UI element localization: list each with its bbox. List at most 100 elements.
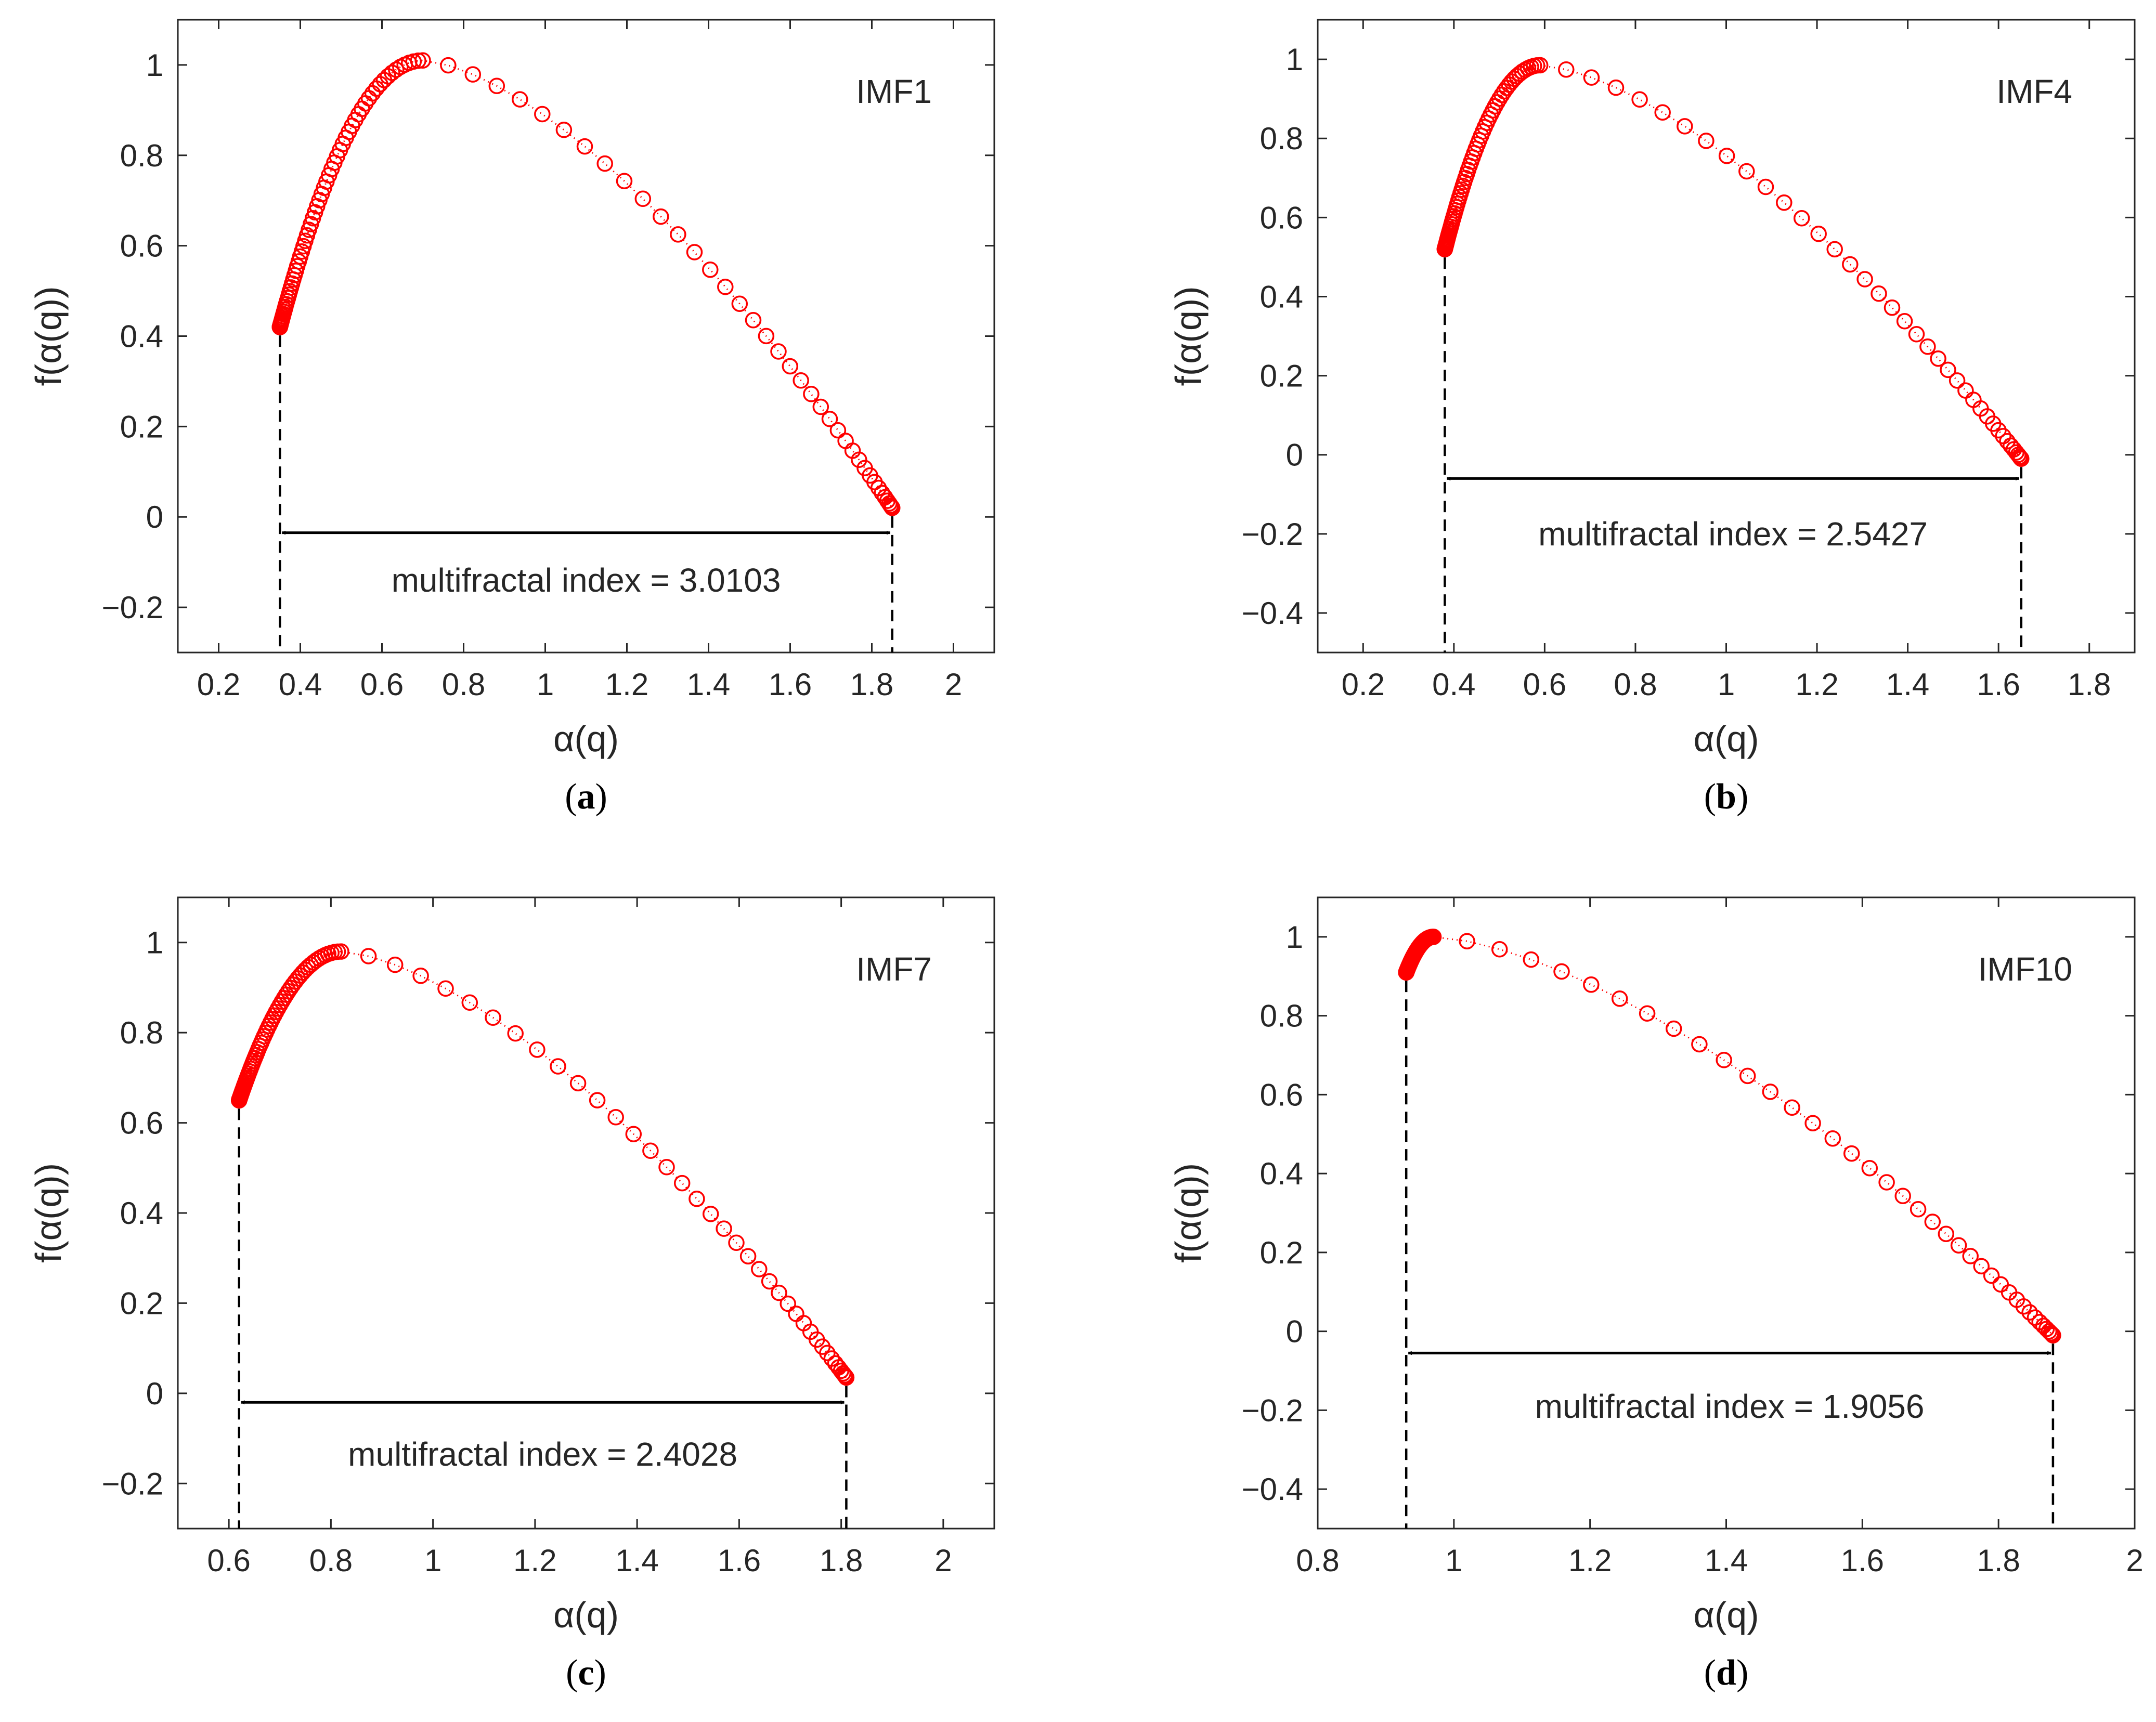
data-point (569, 1075, 587, 1092)
data-point (751, 1261, 768, 1277)
data-point (1940, 361, 1956, 379)
data-point (1938, 1225, 1955, 1242)
data-point (803, 386, 820, 402)
legend-label: IMF1 (856, 73, 932, 110)
data-point (745, 312, 762, 329)
data-point (1716, 1052, 1732, 1068)
data-point (360, 948, 377, 964)
y-tick-label: −0.2 (102, 590, 163, 625)
y-tick-label: 0 (1286, 438, 1303, 473)
data-point (728, 1234, 745, 1251)
panel-b: 0.2 0.4 0.6 0.8 1 1.2 1.4 1.6 1.8 −0.4 −0.2 0 0.2 0.4… (1168, 19, 2136, 817)
data-point (717, 279, 734, 295)
data-point (1804, 1115, 1821, 1131)
y-tick-label: 0.2 (1260, 359, 1303, 394)
x-axis-label: α(q) (1693, 719, 1759, 759)
data-point (410, 53, 426, 69)
data-point (1611, 990, 1628, 1007)
data-point (360, 90, 378, 107)
data-point (1654, 104, 1671, 121)
data-point (689, 1190, 705, 1207)
data-point (716, 1220, 732, 1237)
data-point (1698, 133, 1715, 149)
data-point (440, 57, 457, 74)
multifractal-index-annotation: multifractal index = 1.9056 (1535, 1388, 1925, 1425)
x-tick-label: 1.4 (1886, 667, 1929, 702)
data-point (1878, 1174, 1895, 1191)
y-tick-label: 0.8 (120, 1015, 163, 1050)
x-tick-label: 1.2 (1795, 667, 1838, 702)
data-point (507, 1025, 524, 1042)
data-point (2027, 1309, 2044, 1326)
legend-label: IMF7 (856, 950, 932, 988)
y-axis-label: f(α(q)) (1168, 286, 1209, 386)
data-point (384, 64, 400, 81)
data-point (819, 1345, 836, 1362)
data-point (670, 226, 686, 243)
data-point (780, 1295, 796, 1312)
x-tick-label: 1.8 (850, 667, 893, 702)
data-point (642, 1142, 659, 1159)
y-tick-label: 1 (146, 925, 163, 960)
data-point (1531, 57, 1549, 74)
data-point (1718, 148, 1735, 164)
data-point (512, 91, 528, 108)
data-point (1739, 1067, 1756, 1085)
series-IMF1 (271, 52, 901, 516)
data-point (658, 1159, 675, 1176)
data-point (1884, 299, 1901, 316)
data-point (2045, 1327, 2061, 1343)
data-point (1992, 1276, 2009, 1293)
data-point (488, 77, 505, 95)
data-point (1973, 1258, 1990, 1275)
y-axis-label: f(α(q)) (28, 286, 69, 386)
y-tick-label: −0.2 (1242, 517, 1303, 552)
panel-c: 0.6 0.8 1 1.2 1.4 1.6 1.8 2 −0.2 0 0.2 0.4 0.6 0.8 1 α(… (28, 896, 995, 1693)
data-point (835, 1365, 852, 1382)
data-point (1793, 210, 1810, 227)
data-point (437, 980, 454, 997)
data-point (1924, 1214, 1941, 1230)
data-point (1856, 271, 1873, 288)
data-point (788, 1306, 804, 1322)
data-point (793, 372, 809, 389)
data-point (1910, 1201, 1927, 1218)
y-tick-label: 0.8 (1260, 121, 1303, 156)
data-point (1908, 326, 1925, 343)
y-tick-label: 0.4 (120, 1196, 163, 1231)
data-point (589, 1092, 606, 1108)
data-point (829, 422, 847, 439)
series-IMF4 (1436, 57, 2030, 467)
caption-paren-close: ) (595, 777, 607, 817)
data-point (461, 994, 478, 1011)
y-tick-label: 0 (146, 1376, 163, 1411)
data-point (1553, 963, 1570, 980)
data-point (1558, 61, 1575, 78)
data-point (534, 106, 551, 123)
panel-caption: (b) (1704, 777, 1749, 817)
x-tick-label: 0.6 (360, 667, 404, 702)
data-point (412, 968, 429, 984)
data-point (1930, 350, 1946, 367)
data-point (1824, 1130, 1841, 1147)
x-tick-label: 1 (537, 667, 554, 702)
x-tick-label: 1.8 (2068, 667, 2111, 702)
data-point (1665, 1020, 1682, 1037)
legend-label: IMF4 (1996, 73, 2072, 110)
data-point (368, 80, 385, 97)
y-tick-label: 0 (146, 500, 163, 534)
panels: 0.2 0.4 0.6 0.8 1 1.2 1.4 1.6 1.8 2−0.200.20.40.6… (28, 19, 2144, 1693)
panel-caption: (a) (565, 777, 607, 817)
data-point (1691, 1036, 1708, 1053)
plot-area (177, 19, 995, 654)
x-tick-label: 1.8 (1977, 1543, 2020, 1578)
data-point (758, 328, 775, 345)
caption-paren-close: ) (1736, 1653, 1748, 1693)
x-tick-label: 2 (945, 667, 962, 702)
data-point (1523, 951, 1540, 968)
x-tick-label: 0.8 (1614, 667, 1657, 702)
y-tick-label: 1 (146, 48, 163, 83)
data-point (1583, 69, 1600, 86)
data-point (686, 244, 703, 260)
data-point (1491, 941, 1508, 958)
